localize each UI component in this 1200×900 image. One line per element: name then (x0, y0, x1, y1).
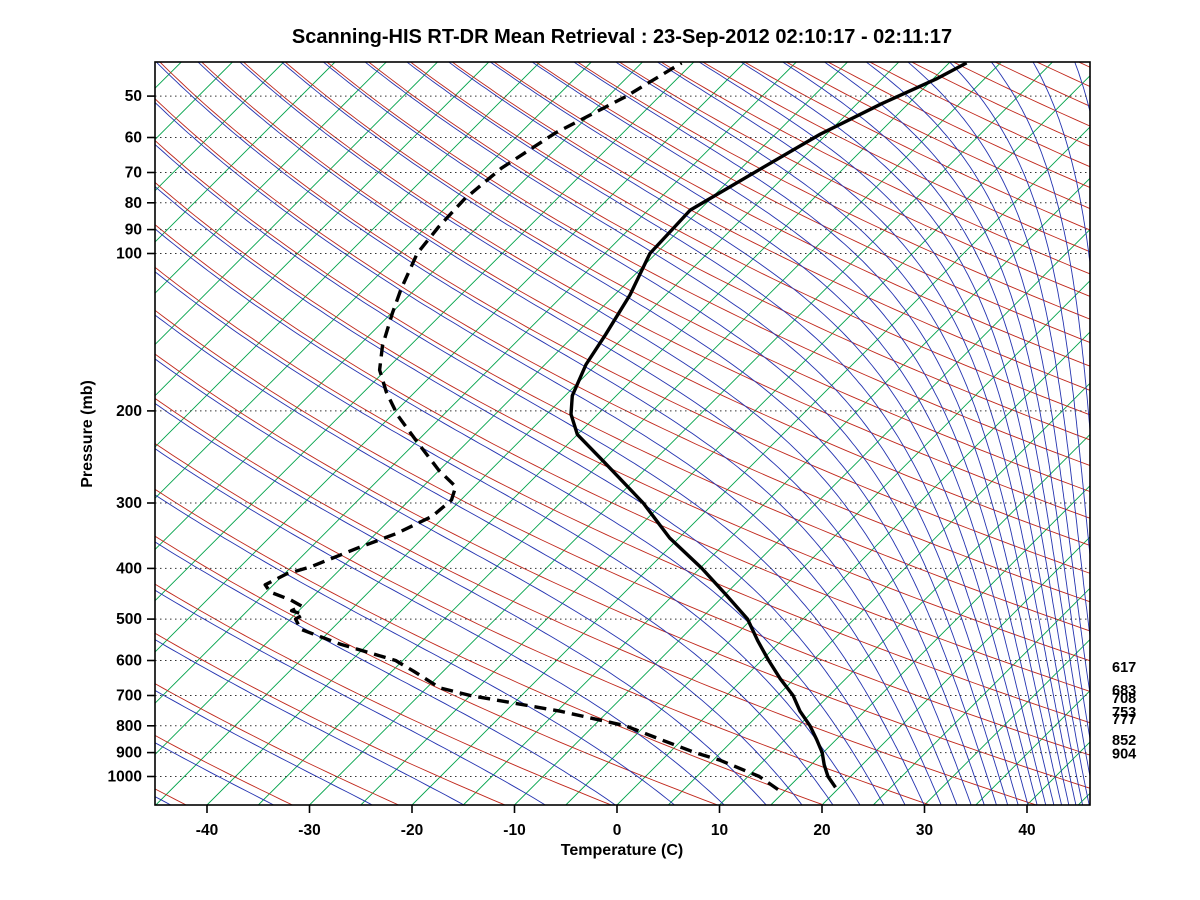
x-tick-label: 30 (916, 822, 933, 839)
plot-background (155, 62, 1090, 805)
pressure-annotation: 753 (1112, 705, 1136, 721)
y-tick-label: 400 (116, 560, 142, 577)
x-tick-label: -20 (401, 822, 423, 839)
moist-adiabat-lines (155, 62, 1090, 805)
x-tick-label: 40 (1018, 822, 1035, 839)
x-tick-label: -10 (503, 822, 525, 839)
temperature-profile (569, 62, 968, 789)
x-axis-label: Temperature (C) (560, 842, 684, 859)
isotherm-lines (155, 62, 1090, 805)
y-tick-label: 100 (116, 246, 142, 263)
pressure-annotation: 852 (1112, 733, 1136, 749)
pressure-gridlines (155, 95, 1090, 777)
pressure-annotation: 904 (1112, 747, 1136, 763)
x-tick-label: -30 (298, 822, 320, 839)
y-tick-label: 500 (116, 611, 142, 628)
dry-adiabat-lines (155, 62, 1090, 805)
y-tick-label: 200 (116, 403, 142, 420)
y-tick-label: 800 (116, 718, 142, 735)
pressure-annotation: 708 (1112, 691, 1136, 707)
y-tick-label: 60 (125, 130, 142, 147)
x-tick-label: 20 (813, 822, 830, 839)
y-tick-label: 70 (125, 165, 142, 182)
y-tick-label: 700 (116, 688, 142, 705)
dew_point-profile (263, 62, 779, 791)
y-tick-label: 1000 (108, 769, 142, 786)
pressure-annotation: 683 (1112, 683, 1136, 699)
pressure-annotation: 617 (1112, 660, 1136, 676)
x-tick-label: 0 (613, 822, 622, 839)
plot-frame (154, 61, 1091, 806)
x-tick-label: 10 (711, 822, 728, 839)
y-tick-label: 50 (125, 88, 142, 105)
y-tick-label: 80 (125, 195, 142, 212)
axis-tick-labels: 5060708090100200300400500600700800900100… (108, 88, 1036, 839)
x-tick-label: -40 (196, 822, 218, 839)
axis-ticks (147, 95, 1028, 813)
y-tick-label: 900 (116, 745, 142, 762)
y-tick-label: 90 (125, 222, 142, 239)
y-tick-label: 300 (116, 495, 142, 512)
pressure-annotation: 777 (1112, 712, 1136, 728)
chart-title: Scanning-HIS RT-DR Mean Retrieval : 23-S… (291, 26, 953, 48)
y-tick-label: 600 (116, 653, 142, 670)
